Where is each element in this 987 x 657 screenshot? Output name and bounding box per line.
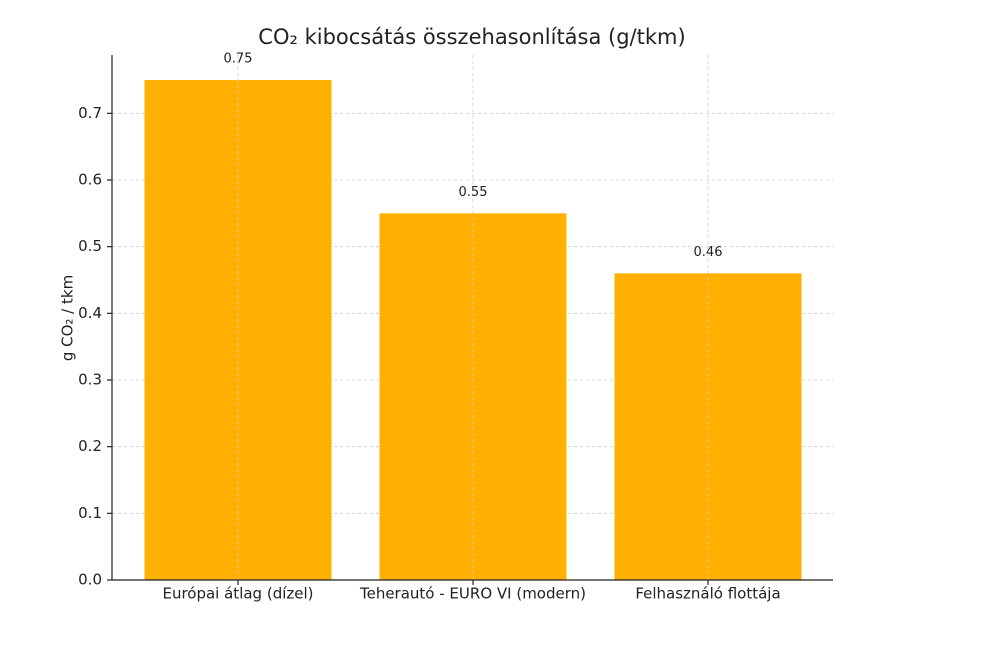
y-tick-label: 0.1: [78, 504, 102, 522]
y-tick-label: 0.3: [78, 371, 102, 389]
x-tick-label: Teherautó - EURO VI (modern): [359, 585, 586, 603]
y-axis-label: g CO₂ / tkm: [59, 275, 77, 361]
y-tick-label: 0.6: [78, 171, 102, 189]
value-label: 0.46: [694, 245, 723, 260]
y-tick-label: 0.0: [78, 571, 102, 589]
y-tick-label: 0.4: [78, 304, 102, 322]
y-tick-label: 0.5: [78, 237, 102, 255]
chart-title: CO₂ kibocsátás összehasonlítása (g/tkm): [258, 25, 685, 49]
x-tick-label: Felhasználó flottája: [635, 585, 780, 603]
value-label: 0.55: [459, 185, 488, 200]
y-tick-label: 0.2: [78, 437, 102, 455]
value-label: 0.75: [224, 52, 253, 67]
bar: [614, 273, 802, 580]
x-tick-label: Európai átlag (dízel): [162, 585, 313, 603]
y-tick-label: 0.7: [78, 104, 102, 122]
